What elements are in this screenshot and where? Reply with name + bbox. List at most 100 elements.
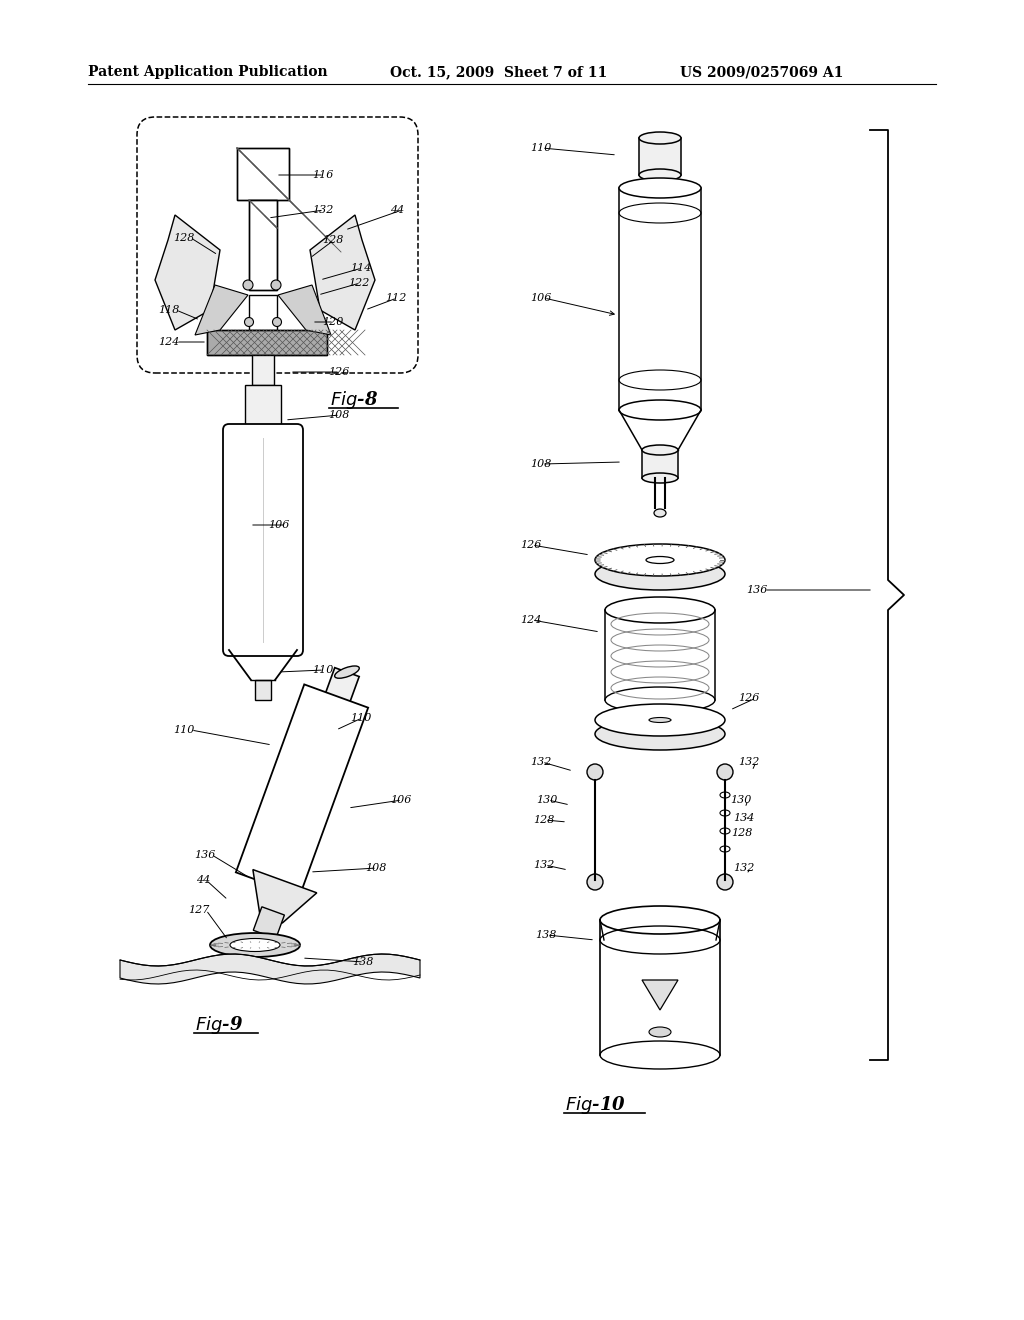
Ellipse shape: [654, 510, 666, 517]
Text: 110: 110: [174, 725, 195, 735]
Text: 106: 106: [530, 293, 551, 304]
Text: 126: 126: [520, 540, 542, 550]
Text: 138: 138: [535, 931, 556, 940]
Ellipse shape: [595, 544, 725, 576]
Polygon shape: [642, 979, 678, 1010]
Polygon shape: [236, 684, 369, 895]
Polygon shape: [278, 285, 331, 335]
Bar: [237, 148, 289, 201]
Text: 108: 108: [530, 459, 551, 469]
Text: $\it{Fig}$-8: $\it{Fig}$-8: [330, 389, 378, 411]
Bar: [252, 355, 274, 385]
Text: 128: 128: [534, 814, 554, 825]
Polygon shape: [310, 215, 375, 330]
Ellipse shape: [646, 557, 674, 564]
Text: 112: 112: [385, 293, 407, 304]
Text: 128: 128: [174, 234, 195, 243]
Text: 108: 108: [365, 863, 386, 873]
Text: 128: 128: [322, 235, 343, 246]
Bar: [600, 920, 720, 1055]
Ellipse shape: [649, 1027, 671, 1038]
Text: 132: 132: [733, 863, 755, 873]
Polygon shape: [195, 285, 248, 335]
Ellipse shape: [649, 718, 671, 722]
Ellipse shape: [639, 132, 681, 144]
Text: 118: 118: [159, 305, 180, 315]
Bar: [207, 330, 327, 355]
Bar: [255, 680, 271, 700]
Text: Patent Application Publication: Patent Application Publication: [88, 65, 328, 79]
Text: 126: 126: [328, 367, 349, 378]
Text: 116: 116: [312, 170, 334, 180]
Text: 127: 127: [188, 906, 210, 915]
Bar: [642, 450, 678, 478]
Ellipse shape: [595, 704, 725, 737]
Bar: [249, 201, 278, 290]
Text: 132: 132: [530, 756, 551, 767]
Bar: [207, 330, 327, 355]
Ellipse shape: [335, 667, 359, 678]
Text: 124: 124: [159, 337, 180, 347]
Bar: [245, 385, 281, 430]
Bar: [249, 294, 278, 330]
Text: 106: 106: [268, 520, 290, 531]
Ellipse shape: [642, 473, 678, 483]
Polygon shape: [253, 907, 285, 939]
Text: 122: 122: [348, 279, 370, 288]
Ellipse shape: [717, 764, 733, 780]
Ellipse shape: [587, 874, 603, 890]
Text: $\it{Fig}$-9: $\it{Fig}$-9: [195, 1014, 244, 1036]
Ellipse shape: [271, 280, 281, 290]
Text: 110: 110: [530, 143, 551, 153]
Ellipse shape: [595, 558, 725, 590]
Text: 44: 44: [196, 875, 210, 884]
Text: 108: 108: [328, 411, 349, 420]
Text: 136: 136: [746, 585, 768, 595]
Ellipse shape: [587, 764, 603, 780]
Text: 138: 138: [352, 957, 374, 968]
Text: 126: 126: [738, 693, 760, 704]
Ellipse shape: [230, 939, 280, 952]
Text: 120: 120: [322, 317, 343, 327]
Bar: [249, 201, 278, 290]
Text: Oct. 15, 2009  Sheet 7 of 11: Oct. 15, 2009 Sheet 7 of 11: [390, 65, 607, 79]
Text: 124: 124: [520, 615, 542, 624]
Bar: [639, 139, 681, 176]
Text: 130: 130: [731, 795, 752, 805]
Ellipse shape: [600, 906, 720, 935]
Text: 106: 106: [390, 795, 412, 805]
Text: 132: 132: [312, 205, 334, 215]
Text: 132: 132: [738, 756, 760, 767]
Bar: [237, 148, 289, 201]
Text: 132: 132: [534, 861, 554, 870]
Text: $\it{Fig}$-10: $\it{Fig}$-10: [565, 1094, 626, 1115]
Ellipse shape: [595, 718, 725, 750]
Text: 110: 110: [350, 713, 372, 723]
Ellipse shape: [639, 169, 681, 181]
Text: 128: 128: [731, 828, 753, 838]
Bar: [618, 187, 701, 411]
FancyBboxPatch shape: [223, 424, 303, 656]
Bar: [605, 610, 715, 700]
Ellipse shape: [600, 1041, 720, 1069]
Polygon shape: [253, 870, 316, 923]
Text: 114: 114: [350, 263, 372, 273]
Ellipse shape: [272, 318, 282, 326]
Polygon shape: [120, 954, 420, 983]
Text: 134: 134: [733, 813, 755, 822]
Ellipse shape: [605, 686, 715, 713]
Text: 44: 44: [390, 205, 404, 215]
Polygon shape: [311, 668, 359, 742]
Ellipse shape: [243, 280, 253, 290]
Ellipse shape: [618, 178, 701, 198]
Text: US 2009/0257069 A1: US 2009/0257069 A1: [680, 65, 844, 79]
Ellipse shape: [642, 445, 678, 455]
Text: 110: 110: [312, 665, 334, 675]
Ellipse shape: [245, 318, 254, 326]
Text: 130: 130: [536, 795, 557, 805]
Ellipse shape: [618, 400, 701, 420]
Ellipse shape: [605, 597, 715, 623]
Text: 136: 136: [195, 850, 216, 861]
Polygon shape: [155, 215, 220, 330]
Ellipse shape: [717, 874, 733, 890]
